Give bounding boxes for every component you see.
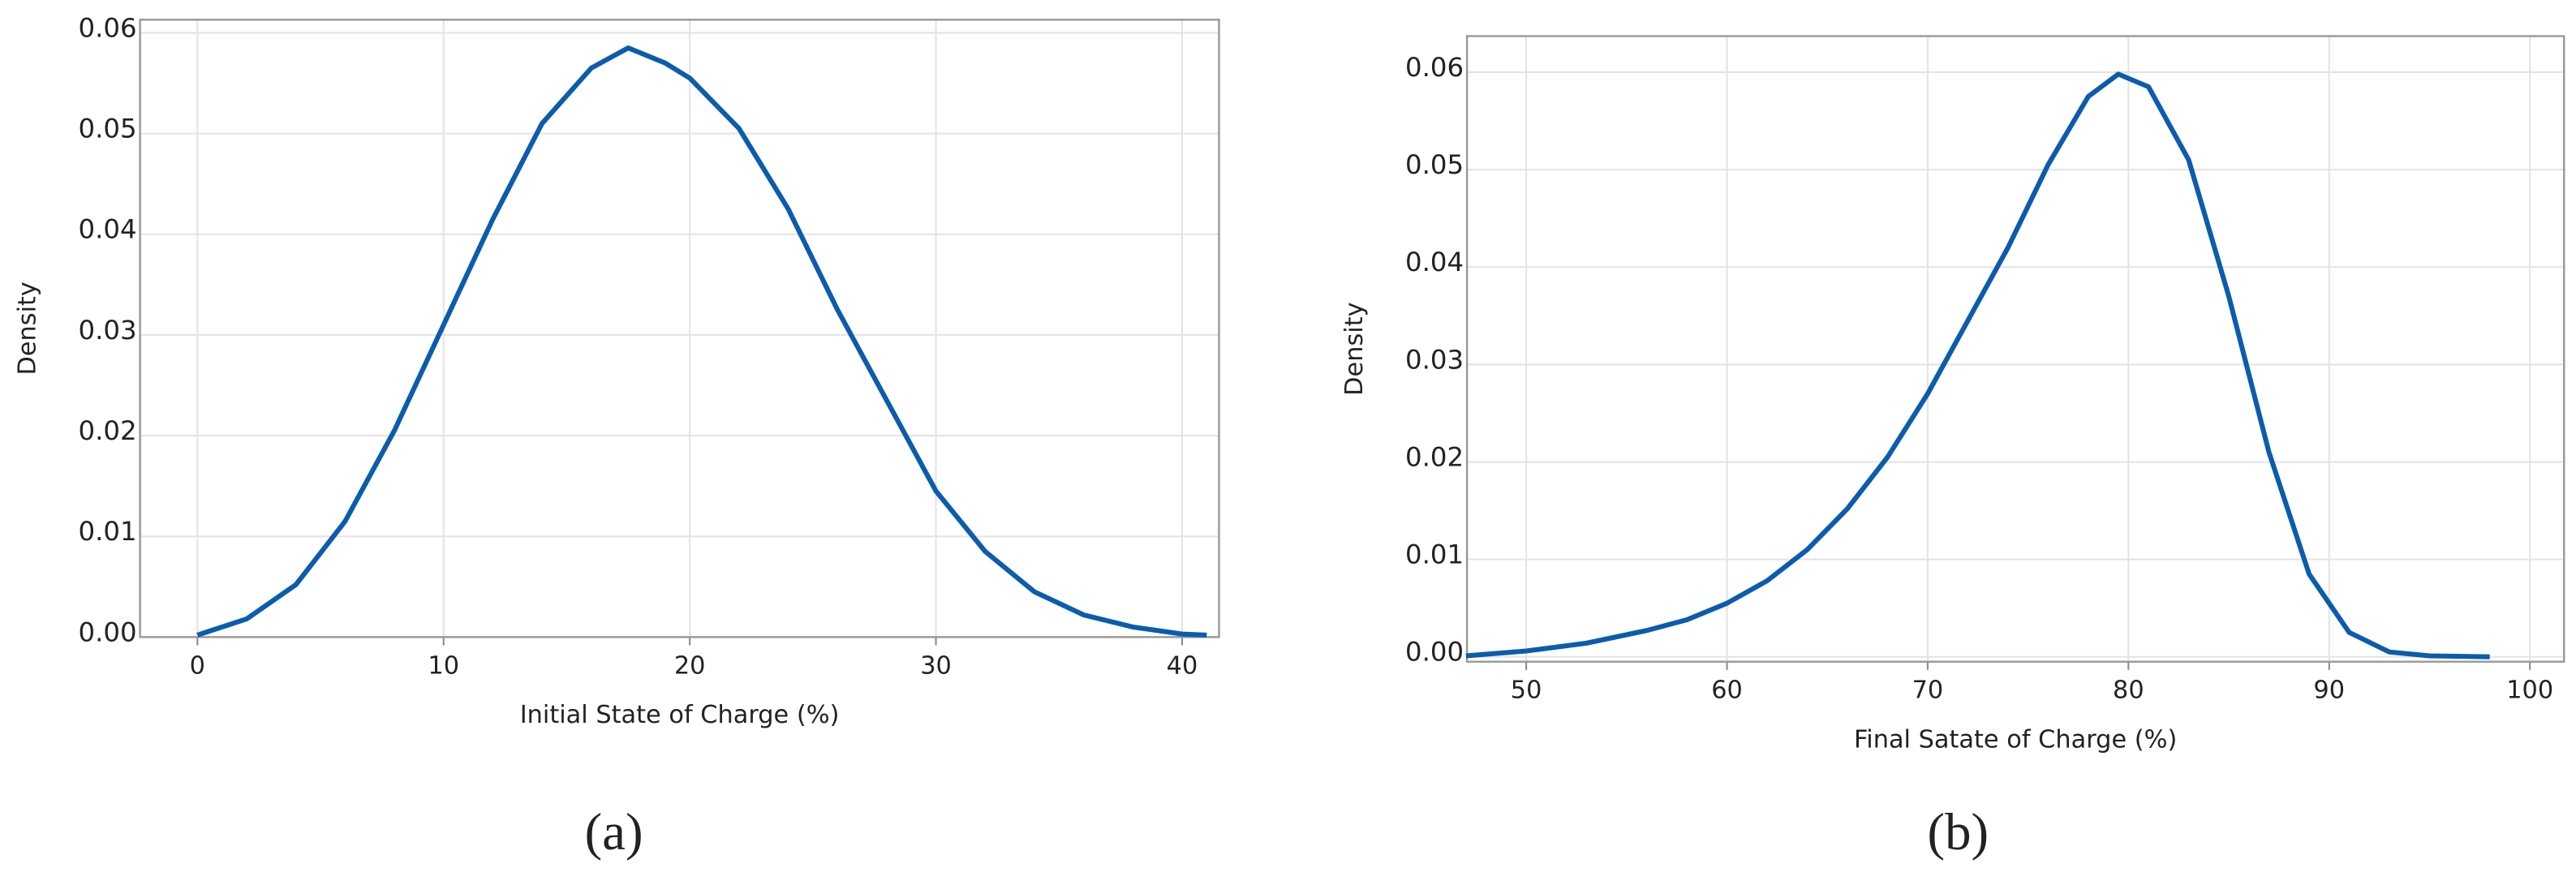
density-line xyxy=(196,45,1207,638)
y-tick-label: 0.04 xyxy=(1405,247,1464,277)
x-tick-label: 30 xyxy=(920,651,952,680)
y-tick-label: 0.03 xyxy=(78,315,136,346)
x-axis-label: Final Satate of Charge (%) xyxy=(1854,725,2177,754)
y-tick-label: 0.01 xyxy=(78,516,136,547)
y-tick-label: 0.05 xyxy=(1405,149,1464,180)
plot-frame xyxy=(139,19,1220,638)
x-axis-label: Initial State of Charge (%) xyxy=(520,701,840,729)
plot-frame xyxy=(1465,35,2565,663)
y-tick-label: 0.00 xyxy=(78,616,136,647)
caption: (a) xyxy=(585,803,643,861)
x-tick-label: 20 xyxy=(674,651,706,680)
x-tick-label: 0 xyxy=(190,651,205,680)
x-tick-label: 10 xyxy=(428,651,459,680)
y-tick-label: 0.05 xyxy=(78,114,136,144)
x-tick-label: 60 xyxy=(1711,677,1743,705)
y-tick-label: 0.04 xyxy=(78,214,136,245)
y-tick-label: 0.00 xyxy=(1405,637,1464,668)
y-tick-label: 0.06 xyxy=(78,12,136,43)
x-tick-label: 50 xyxy=(1511,677,1542,705)
y-axis-label: Density xyxy=(1340,302,1369,395)
x-tick-label: 90 xyxy=(2313,677,2345,705)
y-tick-label: 0.01 xyxy=(1405,539,1464,570)
x-tick-label: 80 xyxy=(2113,677,2144,705)
x-tick-label: 70 xyxy=(1912,677,1944,705)
y-tick-label: 0.06 xyxy=(1405,52,1464,83)
x-tick-label: 40 xyxy=(1167,651,1198,680)
y-axis-label: Density xyxy=(14,281,42,375)
x-tick-label: 100 xyxy=(2506,677,2553,705)
y-tick-label: 0.03 xyxy=(1405,344,1464,375)
y-tick-label: 0.02 xyxy=(78,415,136,446)
density-line xyxy=(1465,71,2490,659)
caption: (b) xyxy=(1928,803,1989,861)
y-tick-label: 0.02 xyxy=(1405,441,1464,472)
